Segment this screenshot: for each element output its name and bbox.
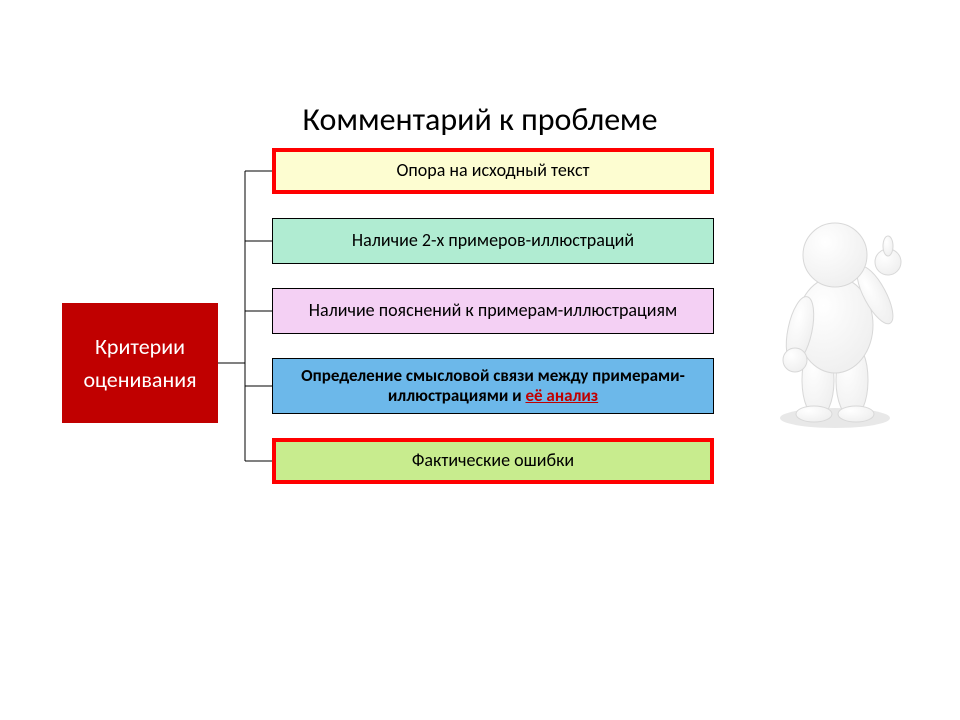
criteria-item-3: Наличие пояснений к примерам-иллюстрация…	[272, 288, 714, 334]
criteria-item-4: Определение смысловой связи между пример…	[272, 358, 714, 414]
root-line2: оценивания	[83, 363, 196, 396]
criteria-item-text: Опора на исходный текст	[396, 160, 589, 182]
criteria-item-text: Фактические ошибки	[412, 450, 574, 472]
criteria-item-1: Опора на исходный текст	[272, 148, 714, 194]
criteria-item-5: Фактические ошибки	[272, 438, 714, 484]
root-node: Критерии оценивания	[62, 303, 218, 423]
root-line1: Критерии	[95, 330, 185, 363]
thumbs-up-figure-icon	[760, 200, 910, 430]
criteria-item-2: Наличие 2-х примеров-иллюстраций	[272, 218, 714, 264]
slide-title: Комментарий к проблеме	[0, 100, 960, 139]
criteria-item-text: Наличие 2-х примеров-иллюстраций	[352, 230, 634, 252]
criteria-item-text: Определение смысловой связи между пример…	[281, 366, 705, 407]
criteria-item-text: Наличие пояснений к примерам-иллюстрация…	[309, 300, 677, 322]
